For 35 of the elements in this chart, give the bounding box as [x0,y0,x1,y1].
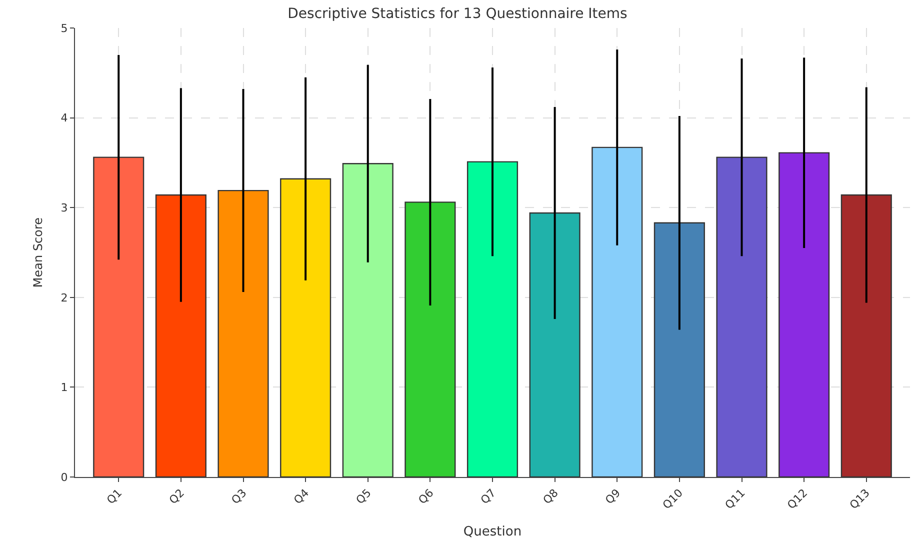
x-tick-label: Q7 [478,486,499,507]
x-tick-label: Q1 [104,486,125,507]
x-tick-label: Q2 [166,486,187,507]
bar [840,194,892,477]
y-tick-label: 1 [60,381,68,394]
x-tick-label: Q11 [722,486,748,512]
bar [155,194,206,477]
y-tick-label: 4 [60,112,68,125]
bar [218,190,269,477]
x-tick-label: Q10 [660,486,686,512]
x-tick-label: Q12 [784,486,810,512]
bar [716,156,768,477]
x-tick-label: Q3 [228,486,250,507]
y-axis-title: Mean Score [31,217,46,288]
bar [342,163,394,477]
bar [466,161,518,477]
bar [592,146,643,477]
x-tick-label: Q6 [416,486,436,507]
y-tick-label: 5 [60,22,68,35]
y-tick-label: 2 [60,291,68,304]
x-tick-label: Q9 [602,486,624,507]
x-tick-label: Q13 [847,486,872,512]
chart-title: Descriptive Statistics for 13 Questionnaire Items [288,6,628,22]
bar [529,212,580,477]
bar [778,152,830,477]
y-tick-label: 3 [60,201,68,214]
x-tick-label: Q5 [354,486,374,507]
bar [404,202,456,477]
x-axis-title: Question [463,524,522,540]
bar [93,156,144,477]
x-tick-label: Q8 [540,486,561,507]
y-tick-label: 0 [60,470,68,484]
bar [654,222,705,477]
x-tick-label: Q4 [291,486,312,507]
bar [280,178,332,477]
